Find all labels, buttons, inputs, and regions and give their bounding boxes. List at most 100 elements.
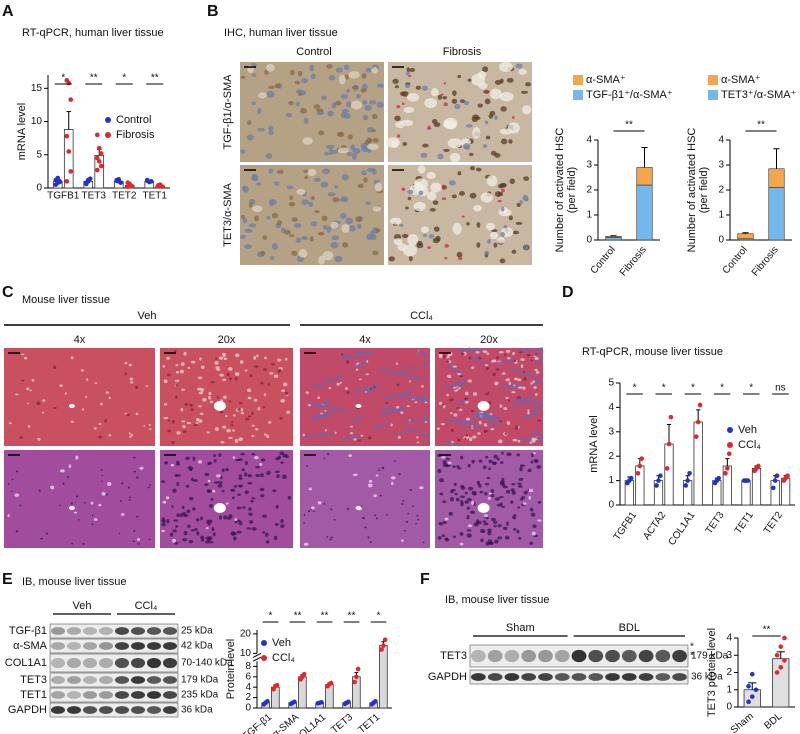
cell	[433, 226, 440, 232]
data-point	[749, 671, 755, 677]
cell	[528, 496, 532, 500]
cell	[447, 461, 452, 465]
band-label: TET3	[440, 650, 467, 662]
y-tick-label: 0	[245, 703, 251, 714]
cell	[482, 350, 488, 354]
cell	[456, 251, 463, 258]
cell	[444, 256, 448, 260]
fiber	[530, 378, 543, 387]
cell	[362, 99, 368, 105]
size-label: 235 kDa	[181, 690, 219, 701]
cell	[265, 540, 270, 544]
cell	[330, 508, 333, 511]
cell	[176, 431, 181, 435]
cell	[99, 402, 103, 406]
cell	[468, 486, 474, 491]
cell	[93, 427, 97, 430]
cell	[322, 251, 334, 261]
cell	[232, 429, 236, 432]
cell	[355, 216, 363, 223]
cell	[172, 529, 177, 533]
cell	[181, 420, 186, 423]
cell	[414, 401, 418, 404]
cell	[240, 149, 246, 154]
bar-segment	[636, 184, 653, 241]
cell	[237, 408, 241, 411]
cell	[286, 410, 291, 414]
band-label: α-SMA	[13, 640, 48, 652]
cell	[268, 168, 274, 174]
data-point	[782, 635, 787, 641]
cell	[452, 465, 456, 468]
cell	[475, 167, 482, 172]
band	[146, 691, 162, 699]
fiber	[312, 384, 325, 388]
cell	[469, 192, 477, 199]
cell	[274, 470, 280, 473]
cell	[488, 467, 492, 471]
cell	[251, 173, 258, 181]
fiber	[355, 384, 379, 393]
fiber	[444, 418, 473, 423]
cell	[288, 201, 296, 207]
cell	[225, 414, 228, 418]
data-point	[726, 451, 732, 457]
x-tick-label: TET3	[704, 510, 727, 537]
band	[130, 706, 146, 714]
cell	[171, 420, 175, 424]
vessel	[213, 503, 226, 513]
cell	[264, 69, 269, 75]
cell	[478, 459, 483, 463]
cell	[523, 490, 528, 495]
cell	[21, 353, 25, 356]
cell	[45, 532, 48, 535]
cell	[145, 385, 149, 387]
cell	[104, 419, 108, 423]
vessel	[68, 506, 75, 510]
cell	[271, 212, 279, 219]
cell	[323, 502, 326, 505]
cell	[516, 396, 521, 400]
cell	[215, 357, 218, 361]
cell	[530, 359, 533, 362]
cell	[477, 432, 481, 435]
band	[66, 691, 82, 699]
cell	[310, 73, 316, 80]
cell	[29, 389, 32, 392]
cell	[491, 359, 495, 363]
data-point	[745, 478, 751, 483]
cell	[364, 391, 368, 393]
band	[82, 627, 98, 635]
legend-marker	[708, 90, 718, 100]
band	[50, 676, 66, 684]
cell	[265, 63, 275, 72]
cell	[533, 386, 537, 389]
cell	[222, 353, 226, 358]
cell	[499, 461, 504, 464]
cell	[500, 138, 508, 145]
cell	[295, 237, 302, 243]
data-point	[68, 169, 74, 174]
cell	[536, 465, 542, 469]
cell	[349, 425, 353, 428]
cell	[422, 143, 429, 148]
cell	[280, 524, 285, 528]
cell	[148, 538, 151, 541]
band	[638, 649, 654, 663]
cell	[441, 197, 447, 201]
cell	[216, 474, 221, 478]
cell	[310, 195, 315, 201]
cell	[396, 104, 401, 109]
cell	[185, 456, 190, 461]
cell	[163, 403, 168, 406]
cell	[467, 524, 473, 528]
cell	[288, 234, 295, 238]
band	[504, 649, 520, 663]
cell	[198, 391, 204, 395]
data-point	[265, 698, 270, 704]
cell	[50, 485, 55, 490]
cell	[460, 455, 464, 460]
legend-label: α-SMA⁺	[586, 74, 626, 86]
cell	[135, 412, 139, 416]
cell	[232, 414, 236, 417]
